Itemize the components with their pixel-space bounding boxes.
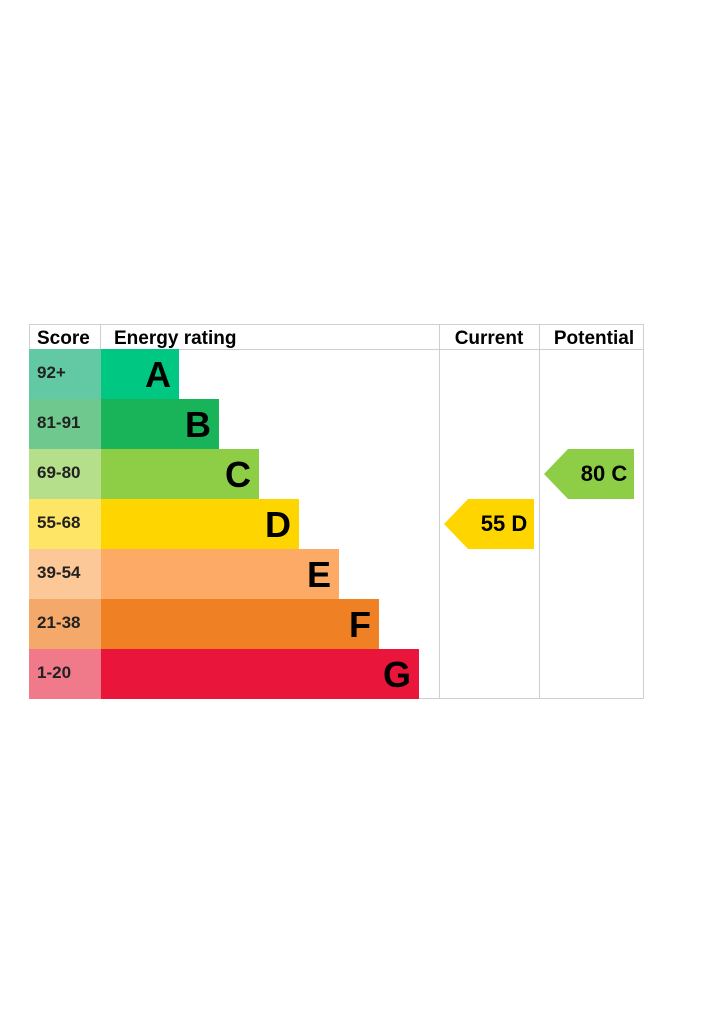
- score-cell-c: [29, 449, 101, 499]
- score-label-e: 39-54: [37, 563, 81, 582]
- band-bar-e: [101, 549, 339, 599]
- energy-rating-header: Energy rating: [114, 328, 236, 349]
- band-bar-f: [101, 599, 379, 649]
- potential-rating-label: 80 C: [581, 461, 628, 486]
- band-letter-d: D: [265, 504, 291, 545]
- band-letter-g: G: [383, 654, 411, 695]
- score-cell-d: [29, 499, 101, 549]
- score-cell-g: [29, 649, 101, 699]
- potential-rating-arrow: [544, 449, 634, 499]
- score-label-f: 21-38: [37, 613, 80, 632]
- score-label-c: 69-80: [37, 463, 80, 482]
- score-cell-e: [29, 549, 101, 599]
- band-bar-d: [101, 499, 299, 549]
- rating-bands: 92+ A 81-91 B 69-80 C 55-68 D 39-54 E 21-38 F 1-20 G: [29, 349, 419, 699]
- score-label-b: 81-91: [37, 413, 80, 432]
- band-bar-g: [101, 649, 419, 699]
- band-bar-a: [101, 349, 179, 399]
- score-cell-a: [29, 349, 101, 399]
- band-letter-b: B: [185, 404, 211, 445]
- score-cell-f: [29, 599, 101, 649]
- score-header: Score: [37, 328, 90, 349]
- current-header: Current: [455, 328, 524, 349]
- band-letter-e: E: [307, 554, 331, 595]
- score-label-a: 92+: [37, 363, 66, 382]
- band-letter-f: F: [349, 604, 371, 645]
- band-bar-b: [101, 399, 219, 449]
- potential-header: Potential: [554, 328, 634, 349]
- score-cell-b: [29, 399, 101, 449]
- rating-markers: 55 D 80 C: [444, 449, 634, 549]
- band-bar-c: [101, 449, 259, 499]
- current-rating-label: 55 D: [481, 511, 527, 536]
- band-letter-a: A: [145, 354, 171, 395]
- score-label-d: 55-68: [37, 513, 80, 532]
- score-label-g: 1-20: [37, 663, 71, 682]
- band-letter-c: C: [225, 454, 251, 495]
- current-rating-arrow: [444, 499, 534, 549]
